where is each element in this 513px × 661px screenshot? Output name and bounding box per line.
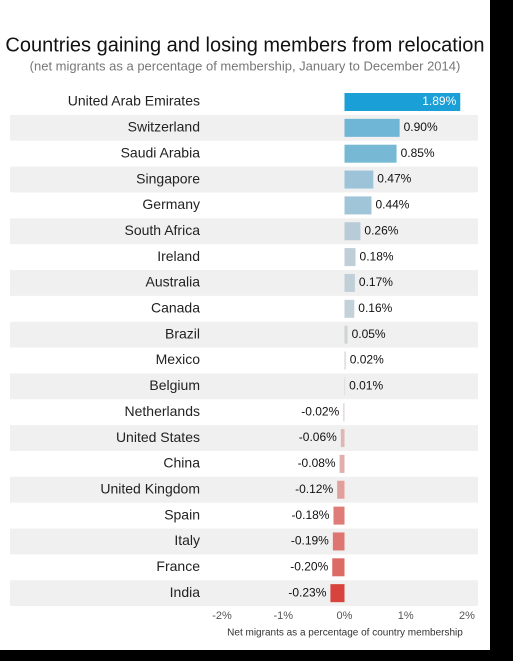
row-stripe	[10, 425, 478, 451]
category-label: United Kingdom	[100, 480, 200, 496]
value-label: 0.05%	[352, 327, 386, 341]
bar	[344, 273, 355, 292]
value-label: -0.02%	[301, 404, 339, 418]
x-tick-label: -1%	[273, 610, 293, 622]
value-label: 0.01%	[349, 379, 383, 393]
x-tick-label: 0%	[337, 610, 353, 622]
bar	[344, 222, 361, 241]
bar	[344, 196, 372, 215]
value-label: 0.16%	[358, 301, 392, 315]
value-label: -0.18%	[291, 508, 329, 522]
bar	[339, 454, 345, 473]
row-stripe	[10, 476, 478, 503]
category-label: South Africa	[125, 222, 201, 238]
value-label: -0.20%	[290, 559, 328, 573]
bar	[337, 480, 345, 499]
value-label: 0.17%	[359, 275, 393, 289]
x-axis-title: Net migrants as a percentage of country …	[227, 628, 463, 639]
row-stripe	[10, 528, 478, 555]
category-label: Netherlands	[125, 403, 201, 419]
bar	[344, 325, 348, 344]
value-label: -0.19%	[291, 534, 329, 548]
category-label: Mexico	[156, 351, 201, 367]
category-label: Saudi Arabia	[121, 144, 201, 160]
value-label: -0.12%	[295, 482, 333, 496]
row-stripe	[10, 580, 478, 607]
category-label: Australia	[146, 274, 201, 290]
chart-subtitle: (net migrants as a percentage of members…	[30, 58, 461, 73]
value-label: 0.44%	[375, 198, 409, 212]
value-label: 0.18%	[360, 249, 394, 263]
bar	[344, 118, 400, 137]
value-label: 0.26%	[364, 223, 398, 237]
x-tick-label: -2%	[212, 610, 232, 622]
value-label: 0.85%	[401, 146, 435, 160]
bar	[344, 377, 346, 396]
value-label: 0.02%	[350, 353, 384, 367]
category-label: United States	[116, 429, 200, 445]
category-label: Brazil	[165, 325, 200, 341]
bar	[332, 558, 345, 577]
row-stripe	[10, 321, 478, 348]
value-label: -0.08%	[298, 456, 336, 470]
bar	[332, 532, 345, 551]
category-label: Switzerland	[128, 119, 200, 135]
row-stripe	[10, 270, 478, 296]
bar	[330, 584, 345, 603]
bar	[340, 429, 345, 448]
bar	[344, 93, 461, 111]
category-label: Germany	[142, 196, 200, 212]
category-label: Italy	[174, 532, 200, 548]
row-stripe	[10, 373, 478, 400]
chart-title: Countries gaining and losing members fro…	[5, 34, 484, 56]
x-tick-label: 1%	[398, 610, 414, 622]
x-tick-label: 2%	[459, 610, 475, 622]
category-label: Spain	[164, 506, 200, 522]
category-label: India	[170, 584, 201, 600]
category-label: China	[163, 455, 200, 471]
category-label: United Arab Emirates	[68, 93, 200, 109]
row-stripe	[10, 218, 478, 245]
bar	[344, 351, 346, 370]
category-label: Ireland	[157, 248, 200, 264]
value-label: 1.89%	[422, 94, 456, 108]
bar	[344, 248, 356, 267]
value-label: -0.06%	[299, 430, 337, 444]
bar	[344, 299, 355, 318]
category-label: Belgium	[149, 377, 200, 393]
value-label: 0.90%	[404, 120, 438, 134]
bar	[333, 506, 345, 525]
value-label: -0.23%	[288, 585, 326, 599]
category-label: France	[156, 558, 200, 574]
bar	[344, 170, 374, 189]
bar	[344, 144, 397, 163]
category-label: Singapore	[136, 170, 200, 186]
value-label: 0.47%	[377, 172, 411, 186]
row-stripe	[10, 166, 478, 193]
category-label: Canada	[151, 300, 200, 316]
row-stripe	[10, 114, 478, 141]
bar	[343, 403, 345, 422]
